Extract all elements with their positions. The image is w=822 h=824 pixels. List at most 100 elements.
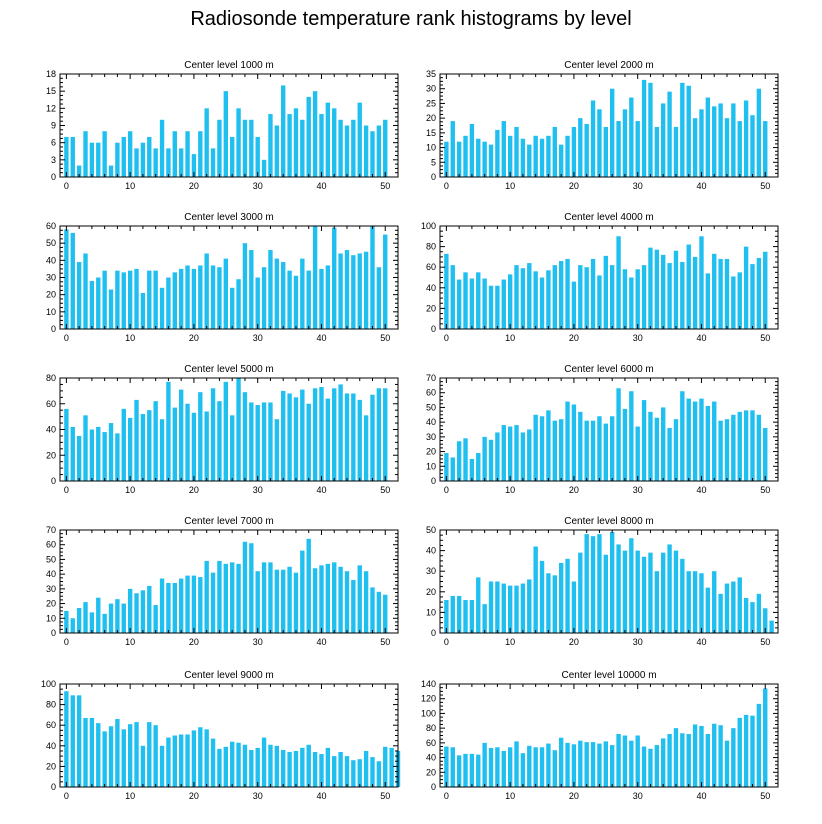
panel-4-bar	[482, 278, 487, 329]
panel-3-bar	[185, 265, 190, 329]
panel-1-bar	[70, 136, 75, 177]
panel-8-bar	[712, 571, 717, 633]
panel-9-bar	[147, 722, 152, 787]
panel-7-bar	[89, 612, 95, 633]
panel-1-bar	[351, 119, 356, 177]
panel-7-bar	[185, 575, 190, 633]
panel-1-bar	[363, 125, 369, 177]
panel-10-bar	[597, 743, 602, 787]
panel-7-bar	[230, 562, 235, 633]
panel-1-ytick-label: 12	[46, 103, 56, 113]
panel-2-ytick-label: 25	[426, 98, 436, 108]
panel-10-bar	[629, 740, 634, 787]
panel-5-bar	[357, 399, 362, 481]
panel-3-bar	[204, 253, 209, 329]
panel-6-bar	[539, 416, 545, 481]
panel-7-bar	[178, 578, 184, 633]
panel-1-bar	[159, 119, 165, 177]
panel-6-bar	[654, 417, 660, 481]
panel-7-bar	[153, 605, 158, 633]
panel-5-bar	[261, 402, 267, 481]
panel-4-bar	[699, 236, 704, 329]
panel-2-bar	[597, 109, 602, 177]
panel-3-bar	[64, 229, 69, 329]
panel-4-title: Center level 4000 m	[564, 212, 654, 223]
panel-6-bar	[552, 420, 557, 481]
panel-3-bar	[83, 253, 88, 329]
panel-9-xtick-label: 20	[189, 791, 199, 801]
panel-6-bar	[622, 408, 628, 481]
panel-6-bar	[610, 416, 615, 481]
panel-6-bar	[648, 411, 653, 481]
panel-3-bar	[76, 262, 82, 329]
panel-7-bar	[134, 593, 139, 633]
panel-9-ytick-label: 0	[51, 782, 56, 792]
panel-3-bar	[281, 262, 286, 329]
panel-2-bar	[622, 109, 628, 177]
panel-5-bar	[312, 388, 318, 481]
panel-7-xtick-label: 40	[316, 637, 326, 647]
panel-9-bar	[223, 746, 228, 787]
panel-9-bar	[338, 751, 343, 787]
panel-7-bar	[159, 578, 165, 633]
panel-4-xtick-label: 20	[569, 333, 579, 343]
panel-2-bar	[539, 138, 545, 177]
panel-1-bar	[268, 114, 273, 177]
panel-7-bar	[293, 572, 299, 633]
panel-5-bar	[338, 384, 343, 481]
panel-8-bar	[635, 550, 640, 633]
panel-1-title: Center level 1000 m	[184, 60, 274, 71]
panel-1-ytick-label: 3	[51, 155, 56, 165]
panel-1-bar	[210, 148, 216, 177]
panel-2-bar	[712, 106, 717, 177]
panel-6-bar	[635, 426, 640, 481]
panel-1-bar	[249, 119, 254, 177]
panel-5-bar	[376, 388, 382, 481]
panel-5-bar	[204, 411, 209, 481]
panel-7-bar	[255, 571, 260, 633]
panel-8-bar	[520, 583, 526, 633]
panel-4-bar	[533, 271, 538, 329]
panel-6-xtick-label: 40	[696, 485, 706, 495]
panel-8-title: Center level 8000 m	[564, 516, 654, 527]
panel-1-xtick-label: 20	[189, 181, 199, 191]
panel-4-bar	[558, 261, 564, 329]
panel-9-bar	[172, 735, 177, 787]
panel-3-bar	[217, 267, 222, 329]
panel-7-bar	[223, 563, 228, 633]
panel-3-bar	[70, 232, 75, 329]
panel-2-bar	[444, 141, 449, 177]
panel-2-bar	[495, 129, 500, 177]
panel-9-bar	[363, 750, 369, 787]
panel-9-bar	[274, 745, 280, 787]
panel-6-bar	[578, 411, 583, 481]
panel-3-bar	[363, 251, 369, 329]
panel-5-bar	[178, 389, 184, 481]
panel-2-bar	[514, 126, 519, 177]
panel-7-bar	[281, 569, 286, 633]
panel-8-bar	[616, 544, 621, 633]
panel-6-bar	[667, 428, 672, 481]
panel-3-title: Center level 3000 m	[184, 212, 274, 223]
panel-6-bar	[488, 439, 494, 481]
panel-5-bar	[242, 392, 248, 481]
panel-4-bar	[469, 278, 475, 329]
panel-9-bar	[249, 749, 254, 787]
panel-2-bar	[488, 144, 494, 177]
panel-8-bar	[463, 600, 468, 633]
panel-9-bar	[127, 724, 133, 787]
panel-4-bar	[539, 277, 545, 329]
panel-7-bar	[338, 566, 343, 633]
panel-4-bar	[712, 253, 717, 329]
panel-10-bar	[622, 735, 628, 787]
panel-4-ytick-label: 80	[426, 242, 436, 252]
panel-3-bar	[230, 287, 235, 329]
panel-10-ytick-label: 80	[426, 723, 436, 733]
panel-1-bar	[115, 142, 120, 177]
panel-5-bar	[191, 412, 197, 481]
panel-1-bar	[293, 108, 299, 177]
panel-6-bar	[750, 410, 755, 481]
panel-8-xtick-label: 0	[444, 637, 449, 647]
panel-6-bar	[590, 420, 596, 481]
panel-4-bar	[756, 257, 762, 329]
